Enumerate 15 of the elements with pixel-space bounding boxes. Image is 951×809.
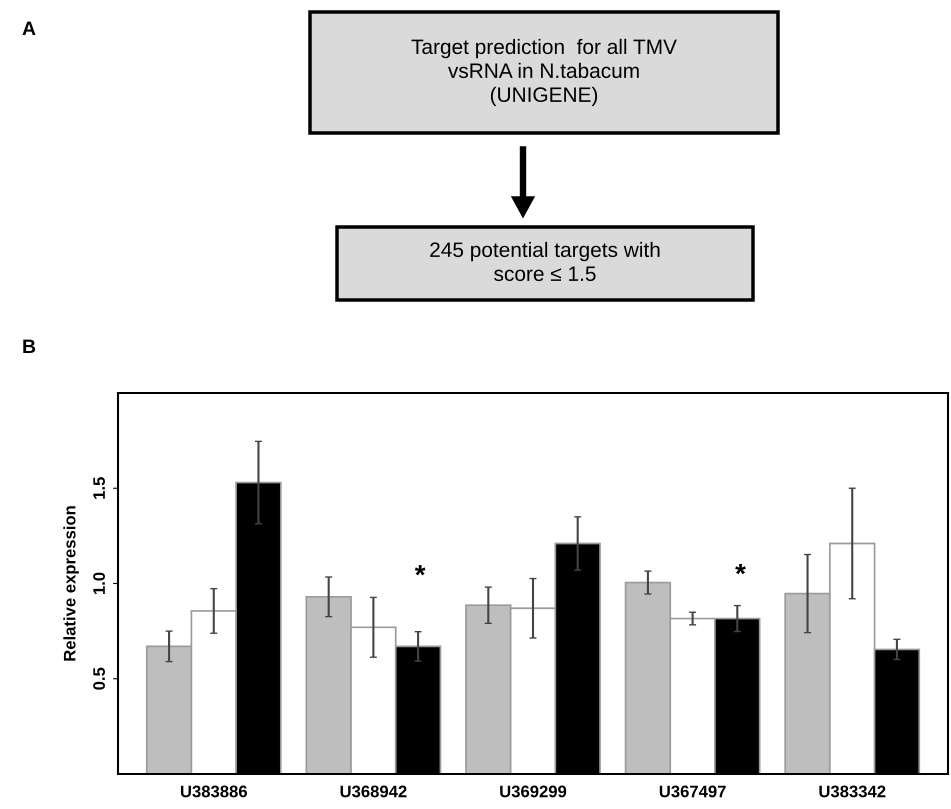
- y-tick-label: 0.5: [93, 668, 105, 690]
- y-tick-label: 1.5: [93, 477, 105, 499]
- x-tick-label: U367497: [660, 786, 726, 798]
- annotation: *: [414, 565, 426, 576]
- y-tick-label: 1.0: [93, 572, 105, 594]
- text: Target prediction for all TMV vsRNA in N.tabacum (UNIGENE): [412, 38, 677, 106]
- text: A: [22, 22, 36, 36]
- x-tick-label: U383342: [819, 786, 886, 798]
- x-tick-label: U383886: [180, 786, 247, 798]
- x-tick-label: U368942: [340, 786, 407, 798]
- annotation: *: [735, 564, 746, 574]
- x-tick-label: U369299: [500, 786, 566, 798]
- text: 245 potential targets with score ≤ 1.5: [430, 242, 660, 282]
- y-axis-title: Relative expression: [63, 506, 79, 661]
- chart-title: B: [23, 340, 36, 354]
